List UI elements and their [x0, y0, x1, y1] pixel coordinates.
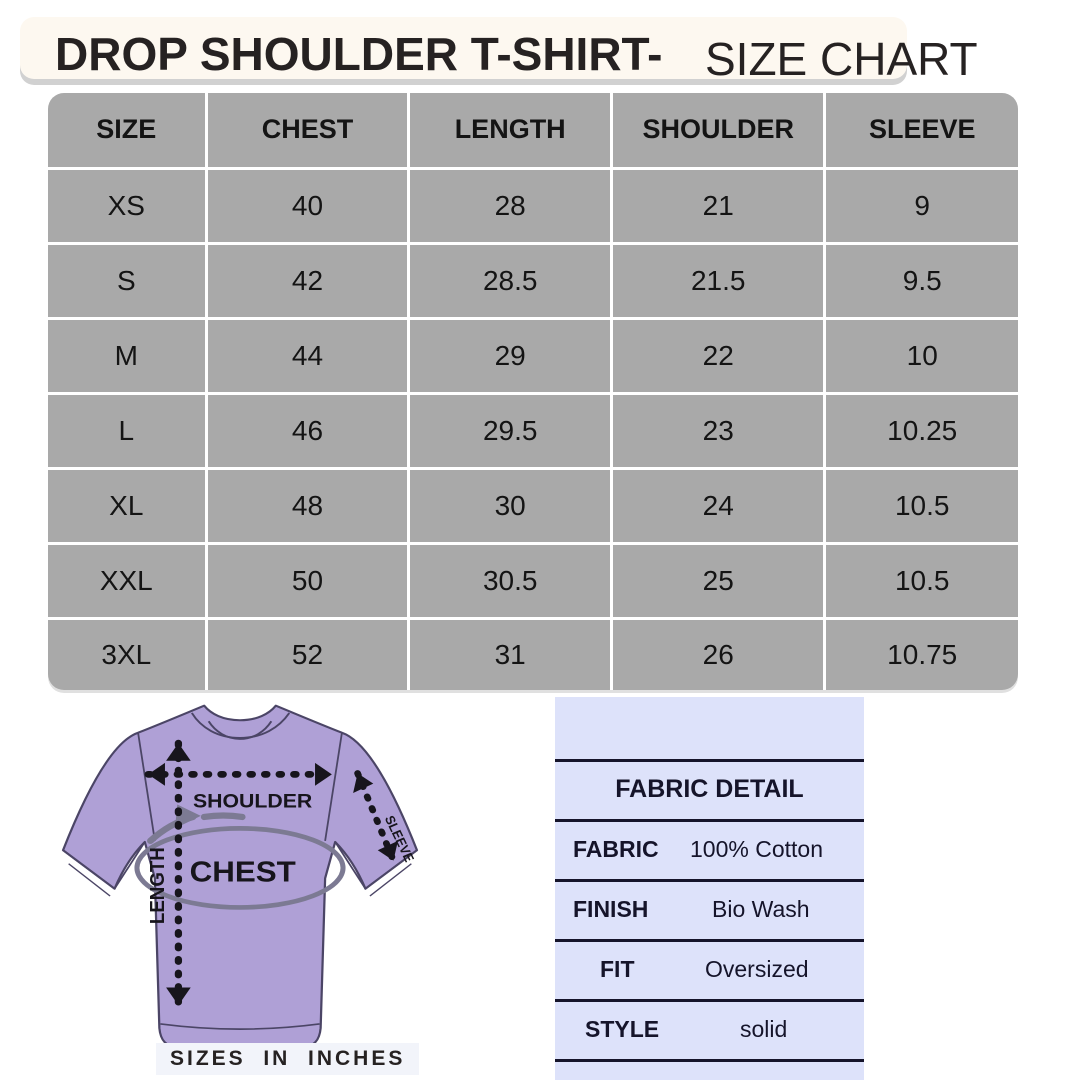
svg-text:SHOULDER: SHOULDER	[193, 790, 312, 812]
svg-text:LENGTH: LENGTH	[146, 847, 169, 924]
svg-text:CHEST: CHEST	[190, 856, 297, 888]
svg-text:SLEEVE: SLEEVE	[382, 813, 418, 864]
